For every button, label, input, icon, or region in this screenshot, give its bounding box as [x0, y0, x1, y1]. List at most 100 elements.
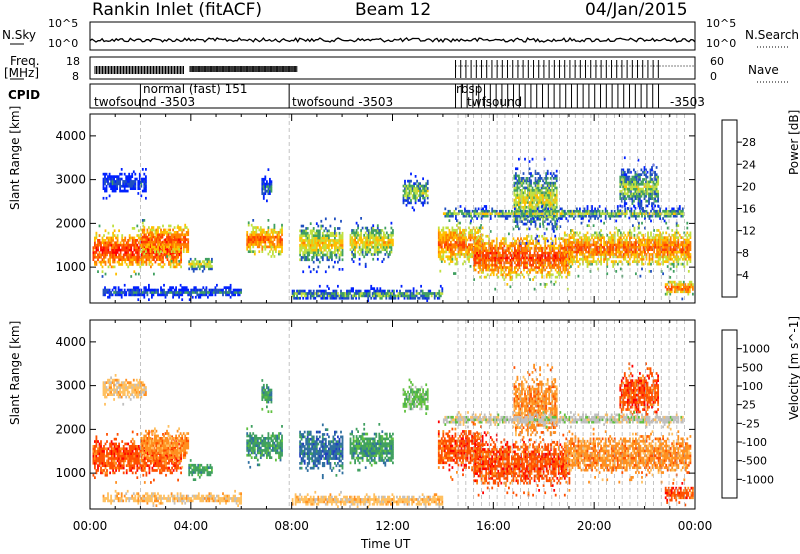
power-echo-cell — [324, 243, 327, 247]
power-echo-cell — [328, 243, 330, 247]
power-echo-cell — [175, 258, 178, 262]
power-echo-cell — [463, 248, 466, 251]
power-echo-cell — [638, 226, 640, 230]
power-echo-cell — [541, 268, 544, 272]
power-echo-cell — [272, 252, 274, 256]
power-echo-cell — [689, 243, 692, 247]
power-echo-cell — [498, 258, 501, 262]
power-echo-cell — [161, 240, 164, 244]
power-echo-cell — [546, 203, 549, 207]
power-echo-cell — [305, 236, 308, 240]
power-echo-cell — [163, 250, 165, 254]
power-echo-cell — [127, 241, 130, 245]
power-echo-cell — [178, 263, 181, 266]
power-echo-cell — [419, 189, 422, 193]
power-echo-cell — [315, 234, 318, 238]
power-echo-cell — [407, 179, 409, 183]
power-echo-cell — [544, 254, 547, 257]
power-echo-cell — [456, 224, 458, 227]
power-echo-cell — [456, 257, 458, 261]
power-echo-cell — [657, 245, 660, 249]
power-echo-cell — [300, 243, 303, 247]
power-echo-cell — [281, 231, 283, 234]
power-echo-cell — [655, 187, 658, 191]
power-echo-cell — [149, 228, 152, 232]
power-echo-cell — [598, 231, 601, 235]
power-echo-cell — [515, 225, 517, 228]
power-echo-cell — [548, 275, 551, 279]
power-echo-cell — [303, 231, 306, 235]
power-echo-cell — [686, 236, 689, 240]
power-echo-cell — [524, 205, 526, 209]
power-echo-cell — [113, 260, 116, 264]
power-echo-cell — [677, 262, 680, 266]
power-echo-cell — [157, 233, 159, 237]
power-echo-cell — [523, 258, 525, 262]
power-echo-cell — [580, 238, 583, 242]
power-echo-cell — [300, 231, 303, 235]
power-echo-cell — [536, 227, 539, 231]
power-echo-cell — [509, 254, 512, 257]
power-echo-cell — [413, 191, 416, 195]
power-echo-cell — [136, 258, 139, 262]
power-echo-cell — [108, 288, 111, 292]
power-echo-cell — [182, 245, 185, 249]
power-echo-cell — [506, 249, 509, 253]
power-echo-cell — [509, 271, 512, 274]
power-echo-cell — [615, 253, 618, 256]
power-echo-cell — [554, 237, 557, 241]
power-echo-cell — [555, 203, 558, 207]
power-echo-cell — [317, 241, 320, 245]
power-echo-cell — [494, 246, 497, 250]
power-echo-cell — [315, 256, 318, 259]
power-echo-cell — [256, 238, 259, 242]
power-echo-cell — [566, 243, 569, 247]
power-echo-cell — [97, 241, 99, 245]
power-echo-cell — [515, 189, 517, 192]
power-echo-cell — [563, 260, 566, 264]
power-echo-cell — [560, 251, 563, 255]
power-echo-cell — [372, 231, 375, 235]
power-echo-cell — [258, 235, 261, 239]
power-echo-cell — [423, 191, 426, 195]
power-echo-cell — [527, 186, 529, 190]
power-echo-cell — [678, 233, 681, 237]
power-echo-cell — [653, 236, 656, 240]
power-echo-cell — [516, 203, 519, 207]
power-echo-cell — [641, 257, 643, 261]
power-echo-cell — [560, 237, 563, 241]
power-echo-cell — [448, 255, 451, 259]
power-echo-cell — [456, 260, 458, 263]
power-echo-cell — [521, 254, 524, 257]
power-echo-cell — [384, 245, 387, 249]
power-echo-cell — [542, 196, 545, 200]
power-echo-cell — [264, 233, 267, 237]
power-echo-cell — [476, 251, 479, 255]
power-echo-cell — [489, 249, 492, 253]
power-echo-cell — [411, 194, 414, 198]
power-echo-cell — [414, 191, 417, 195]
power-echo-cell — [338, 234, 341, 238]
power-echo-cell — [482, 258, 485, 262]
power-echo-cell — [483, 242, 486, 245]
power-echo-cell — [642, 248, 645, 252]
power-echo-cell — [416, 191, 419, 195]
power-echo-cell — [515, 242, 518, 245]
power-echo-cell — [417, 187, 420, 190]
power-echo-cell — [494, 256, 497, 260]
power-echo-cell — [315, 231, 318, 235]
power-echo-cell — [553, 254, 556, 257]
power-echo-cell — [387, 238, 390, 242]
power-echo-cell — [460, 238, 463, 242]
power-echo-cell — [639, 238, 642, 242]
power-echo-cell — [448, 248, 451, 251]
power-echo-cell — [557, 254, 560, 257]
power-echo-cell — [407, 187, 409, 190]
power-echo-cell — [539, 174, 542, 178]
power-echo-cell — [448, 245, 451, 249]
power-echo-cell — [659, 253, 662, 256]
power-echo-cell — [110, 255, 113, 259]
power-echo-cell — [112, 265, 115, 269]
power-echo-cell — [469, 243, 472, 247]
power-echo-cell — [536, 271, 539, 274]
